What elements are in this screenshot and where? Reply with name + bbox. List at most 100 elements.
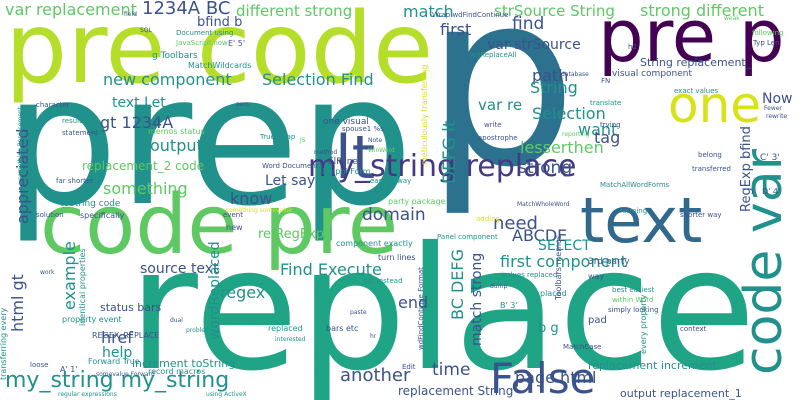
word-somethingsomevalue: something somevalue [226, 207, 293, 214]
word-e5: E' 5' [228, 39, 246, 48]
word-write: write [484, 121, 502, 129]
word-worddocument: Word Document [262, 162, 319, 170]
word-newcomponent: new component [103, 70, 232, 89]
word-paste: paste [350, 309, 367, 316]
word-method: method [314, 149, 338, 156]
word-easiestway: easiest way [370, 177, 412, 185]
word-meticulously: meticulously transferring [420, 64, 429, 165]
word-statement: statement [62, 129, 99, 137]
word-withinword: within Word [612, 296, 654, 304]
word-translate: translate [590, 99, 622, 107]
word-spouseipercent: spouse1 %s [342, 125, 384, 133]
word-regexpressions: regular expressions [58, 391, 117, 398]
word-sql: SQL [140, 27, 152, 34]
word-defglt: DEFG lt [440, 120, 460, 184]
word-interested: interested [275, 336, 306, 343]
word-prep2: pre p [598, 0, 785, 78]
word-know: know [230, 189, 273, 208]
word-gt1234a: gt 1234A [100, 113, 174, 132]
word-elpanel: ElPanel [328, 157, 361, 167]
word-replacementstring: replacement String [398, 384, 514, 398]
word-everyproperty: every property [639, 294, 648, 354]
word-sourcetext: source text [140, 261, 219, 277]
word-placed: placed [540, 289, 567, 298]
word-toolbars: g Toolbars [152, 51, 198, 61]
word-help: help [102, 345, 133, 361]
word-select: SELECT [538, 238, 591, 254]
word-p: p [425, 0, 578, 220]
word-panelcomponent: Panel component [437, 233, 498, 241]
word-end: end [398, 293, 429, 312]
word-firstcomponent: first component [500, 252, 627, 271]
word-matchstrong: match strong [469, 252, 485, 346]
word-precode: pre code [5, 0, 434, 106]
word-increment: increment toString [132, 357, 236, 370]
word-bfindb: bfind b [197, 15, 243, 30]
word-path: path [532, 66, 569, 85]
word-shorterway: shorter way [680, 211, 722, 219]
word-way: way [588, 272, 605, 281]
word-reporting: reporting [562, 131, 590, 138]
word-another: another [340, 365, 411, 386]
word-transferringevery: transferring every [0, 307, 8, 380]
word-something: something [103, 179, 188, 198]
word-winword: WinWord [368, 147, 395, 154]
word-time: time [432, 360, 471, 380]
word-tostringcode: toString code [60, 199, 121, 209]
word-loose: loose [30, 361, 49, 369]
word-following: following [752, 29, 784, 37]
word-belong: belong [698, 151, 722, 159]
word-strong: strong [518, 158, 573, 178]
word-componentexactly: component exactly [336, 239, 413, 248]
word-toolbarsmemos: Toolbars memos [554, 234, 563, 300]
word-codepre: code pre [40, 178, 399, 273]
word-forwardtrue: Forward True [88, 357, 140, 366]
word-replacementincrement: replacement increment [588, 359, 717, 372]
word-solution: solution [36, 211, 64, 219]
word-gotinstead: got instead [363, 277, 403, 285]
word-statusbars: status bars [100, 301, 162, 314]
word-fn: FN [601, 77, 611, 85]
word-weak: weak [724, 15, 740, 22]
word-exactvalues: exact values [674, 87, 719, 95]
word-reregexp: re RegExp [258, 227, 325, 242]
word-wdreplaceall: wdReplaceAll [470, 51, 517, 59]
word-a1: A' 1' [60, 365, 78, 374]
word-outputrepl: output replacement_1 [620, 387, 742, 400]
word-barsetc: bars etc [326, 324, 359, 333]
word-dump: dump [490, 283, 508, 290]
word-lt: lt [335, 123, 376, 193]
word-usingactivex: using ActiveX [206, 391, 247, 398]
word-valuesreplaced: values replaced [502, 271, 558, 279]
word-c3: C' 3' [760, 153, 780, 163]
word-varre: var re [478, 96, 523, 114]
word-abcde: ABCDE [512, 226, 568, 245]
word-trying: trying [600, 121, 621, 129]
word-adding: adding [476, 215, 501, 223]
word-visualcomponent: visual component [612, 69, 693, 79]
word-b3: B' 3' [500, 301, 518, 310]
word-memosstatus: memos status [148, 127, 205, 136]
word-recordmacros: record macros [148, 367, 206, 376]
word-href: href [101, 328, 133, 347]
word-problem: problem [186, 327, 211, 334]
word-letsay: Let say [265, 173, 316, 189]
word-turnlines: turn lines [378, 253, 416, 262]
word-replacement2code: replacement_2 code [82, 159, 205, 173]
word-selection: Selection [532, 104, 606, 123]
word-now: Now [762, 91, 793, 107]
word-match: match [403, 2, 454, 21]
word-matchwildcards: MatchWildcards [188, 61, 252, 70]
word-hr: hr [370, 333, 377, 340]
word-text: text [580, 184, 703, 257]
word-want: want [578, 120, 618, 139]
word-wdfindformat: wdFindContinue Format [417, 267, 425, 350]
word-tag: tag [594, 128, 621, 147]
word-string: String [530, 78, 578, 97]
word-stringreplacement: String replacement_ [640, 56, 752, 69]
word-htmlgt: html gt [8, 274, 27, 332]
word-varstrsource: var strSource [487, 37, 581, 53]
word-3rdparty: 3rd party [588, 257, 630, 267]
word-replacingsomething: something Replacement [17, 106, 24, 180]
